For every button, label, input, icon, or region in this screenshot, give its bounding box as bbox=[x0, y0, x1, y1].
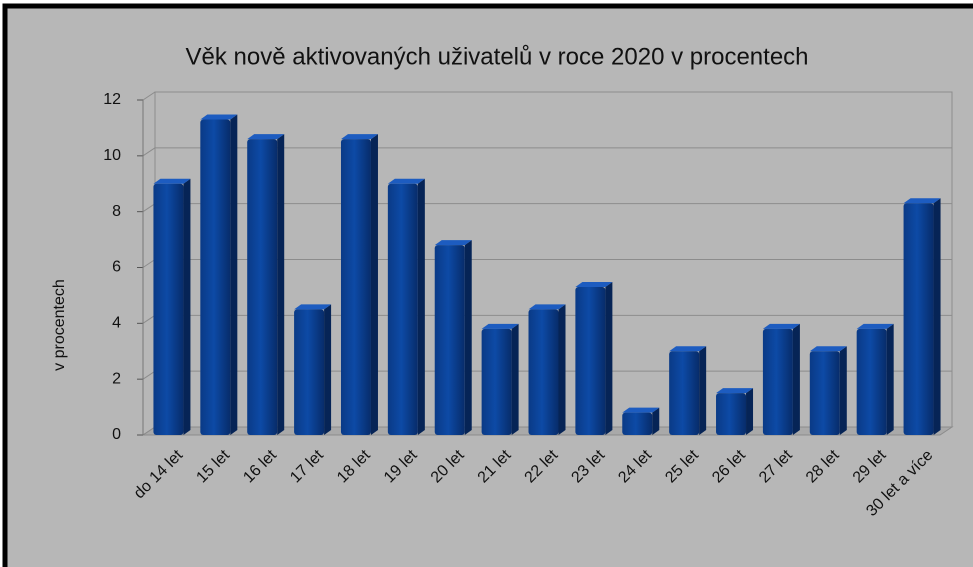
bar-top bbox=[716, 388, 754, 394]
bar-side bbox=[746, 388, 754, 435]
grid-line-side bbox=[142, 259, 156, 268]
bar-side bbox=[792, 323, 800, 435]
bar-side bbox=[558, 304, 566, 435]
bar-top bbox=[903, 198, 941, 204]
grid-line-side bbox=[142, 203, 156, 213]
bar bbox=[434, 245, 465, 435]
bar-top bbox=[762, 323, 800, 329]
bar bbox=[340, 139, 371, 436]
bar-side bbox=[230, 114, 238, 436]
bar-top bbox=[434, 240, 472, 246]
bar bbox=[528, 309, 559, 435]
bar-top bbox=[622, 407, 660, 413]
bar bbox=[153, 183, 184, 435]
bar-side bbox=[417, 178, 425, 435]
bar-side bbox=[886, 323, 894, 435]
grid-line-side bbox=[142, 91, 156, 101]
bar-top bbox=[528, 304, 566, 310]
bar-side bbox=[652, 407, 660, 435]
bar bbox=[903, 203, 934, 435]
bar bbox=[669, 351, 700, 435]
bar bbox=[762, 328, 793, 435]
bar bbox=[622, 412, 653, 435]
bar-top bbox=[200, 114, 238, 120]
y-tick-label: 10 bbox=[103, 147, 121, 164]
y-axis-label: v procentech bbox=[51, 279, 68, 371]
bar-side bbox=[370, 134, 378, 436]
grid-line-side bbox=[142, 314, 156, 324]
bar-top bbox=[294, 304, 332, 310]
bar-top bbox=[856, 323, 894, 329]
bar bbox=[716, 393, 747, 435]
bar-top bbox=[247, 134, 285, 140]
bar bbox=[387, 183, 418, 435]
bar-top bbox=[669, 346, 707, 352]
bar-top bbox=[809, 346, 847, 352]
y-tick-label: 12 bbox=[103, 91, 121, 108]
grid-line-side bbox=[142, 370, 156, 380]
bar-top bbox=[153, 178, 191, 184]
bar-side bbox=[699, 346, 707, 435]
bar-side bbox=[933, 198, 941, 435]
bar-side bbox=[324, 304, 332, 435]
bar bbox=[481, 328, 512, 435]
bar-side bbox=[839, 346, 847, 435]
y-tick-label: 0 bbox=[112, 426, 121, 443]
bar bbox=[294, 309, 325, 435]
bar bbox=[809, 351, 840, 435]
bar-top bbox=[481, 323, 519, 329]
bar-top bbox=[575, 282, 613, 288]
y-tick-label: 4 bbox=[112, 315, 121, 332]
bar-side bbox=[511, 323, 519, 435]
y-tick-label: 8 bbox=[112, 203, 121, 220]
chart-title: Věk nově aktivovaných uživatelů v roce 2… bbox=[185, 43, 808, 70]
y-tick-label: 2 bbox=[112, 370, 121, 387]
bar-side bbox=[277, 134, 285, 436]
bar bbox=[247, 139, 278, 436]
bar-side bbox=[183, 178, 191, 435]
bar bbox=[200, 119, 231, 436]
bar bbox=[856, 328, 887, 435]
bar-side bbox=[605, 282, 613, 435]
bar-side bbox=[464, 240, 472, 435]
bar bbox=[575, 287, 606, 435]
grid-line-side bbox=[142, 426, 156, 436]
bar-top bbox=[387, 178, 425, 184]
bar-top bbox=[340, 134, 378, 140]
y-tick-label: 6 bbox=[112, 259, 121, 276]
grid-line-side bbox=[142, 147, 156, 157]
